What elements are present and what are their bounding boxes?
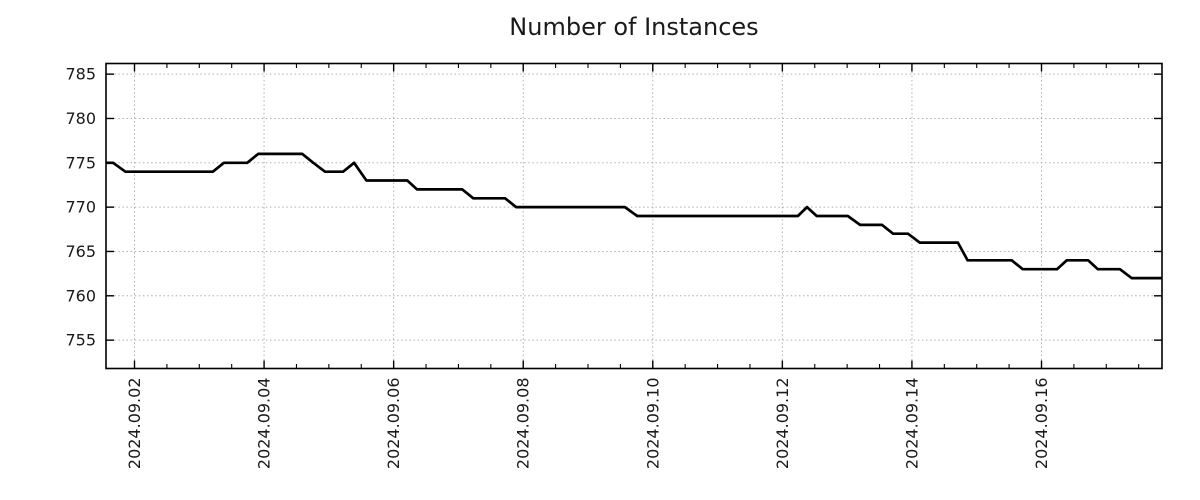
y-tick-label: 775 [65, 153, 96, 172]
axes-layer [105, 62, 1163, 370]
y-tick-label: 755 [65, 331, 96, 350]
series-layer [106, 152, 1162, 280]
y-tick-label: 785 [65, 65, 96, 84]
tick-label-layer: 755 760 765 770 775 780 785 2024.09.02 2024.09.0… [65, 65, 1051, 469]
x-tick-label: 2024.09.10 [643, 378, 662, 470]
x-tick-label: 2024.09.04 [255, 378, 274, 470]
chart-title: Number of Instances [509, 13, 759, 41]
x-tick-label: 2024.09.08 [514, 378, 533, 470]
tick-layer [106, 63, 1162, 369]
x-tick-label: 2024.09.14 [902, 378, 921, 470]
y-tick-label: 765 [65, 242, 96, 261]
x-tick-label: 2024.09.12 [773, 378, 792, 470]
x-tick-label: 2024.09.16 [1032, 378, 1051, 470]
x-tick-label: 2024.09.06 [384, 378, 403, 470]
y-tick-label: 770 [65, 198, 96, 217]
y-tick-label: 760 [65, 286, 96, 305]
series-line [106, 152, 1162, 280]
grid-layer [106, 63, 1162, 369]
y-tick-label: 780 [65, 109, 96, 128]
axis-frame [105, 62, 1163, 370]
x-tick-label: 2024.09.02 [125, 378, 144, 470]
